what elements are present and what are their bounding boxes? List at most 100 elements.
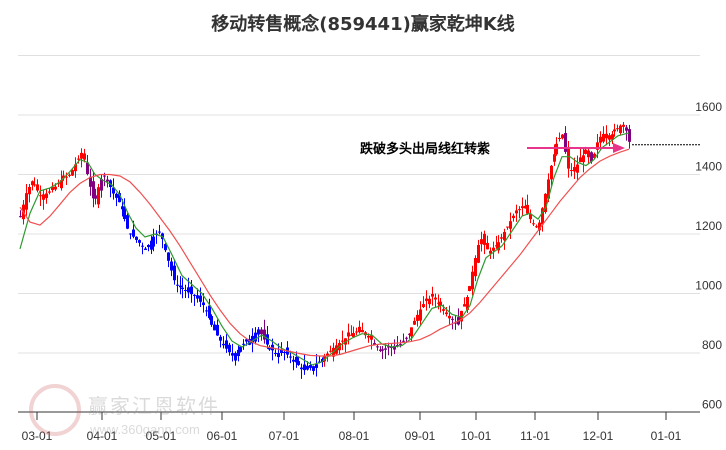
candle-body: [596, 142, 599, 150]
x-tick-label: 05-01: [146, 429, 177, 443]
candle-body: [297, 361, 300, 365]
candle-body: [77, 158, 80, 160]
candle-body: [260, 329, 263, 335]
candle-body: [500, 237, 503, 239]
candle-body: [150, 240, 153, 250]
watermark-seal-icon: [29, 384, 81, 436]
x-tick-label: 04-01: [87, 429, 118, 443]
candle-body: [94, 195, 97, 199]
candle-body: [474, 257, 477, 277]
candle-body: [106, 179, 109, 182]
candle-body: [254, 332, 257, 342]
watermark-text: 赢家江恩软件: [88, 394, 220, 418]
candle-body: [529, 214, 532, 220]
y-tick-label: 1400: [695, 160, 722, 174]
watermark-url: www.360gann.com: [90, 422, 200, 437]
candle-body: [599, 136, 602, 143]
candle-body: [550, 165, 553, 180]
candle-body: [489, 250, 492, 254]
candle-body: [486, 242, 489, 250]
candle-body: [561, 134, 564, 139]
candle-body: [300, 367, 303, 370]
candle-body: [538, 222, 541, 231]
candle-body: [512, 215, 515, 219]
candle-body: [176, 284, 179, 286]
candle-body: [361, 330, 364, 333]
candle-body: [625, 127, 628, 131]
candle-body: [205, 310, 208, 312]
candle-body: [283, 351, 286, 353]
x-tick-label: 08-01: [339, 429, 370, 443]
candle-body: [25, 193, 28, 210]
candle-body: [170, 261, 173, 271]
ma-long-line: [19, 148, 630, 357]
candle-body: [535, 226, 538, 228]
candle-body: [611, 134, 614, 140]
candle-body: [118, 193, 121, 203]
candle-body: [590, 152, 593, 162]
candle-body: [92, 181, 95, 199]
candle-body: [315, 364, 318, 368]
candle-body: [468, 286, 471, 292]
candle-body: [248, 338, 251, 345]
candle-body: [425, 298, 428, 301]
x-tick-label: 06-01: [207, 429, 238, 443]
candle-body: [222, 343, 225, 346]
candle-body: [608, 135, 611, 140]
candle-body: [57, 183, 60, 185]
candle-body: [268, 347, 271, 350]
candle-body: [71, 170, 74, 176]
x-tick-label: 11-01: [520, 429, 550, 443]
candle-body: [97, 187, 100, 205]
candle-body: [544, 193, 547, 213]
candle-body: [593, 153, 596, 158]
candle-body: [62, 175, 65, 179]
candle-body: [141, 245, 144, 247]
candle-body: [622, 124, 625, 127]
candle-body: [381, 349, 384, 351]
candle-body: [51, 186, 54, 191]
candle-body: [413, 320, 416, 325]
candle-body: [19, 216, 22, 218]
candle-body: [448, 315, 451, 319]
chart-title: 移动转售概念(859441)赢家乾坤K线: [211, 14, 515, 35]
candle-body: [352, 333, 355, 338]
candle-body: [266, 334, 269, 345]
candle-body: [251, 335, 254, 344]
candle-body: [613, 129, 616, 132]
candle-body: [532, 223, 535, 225]
candle-body: [179, 285, 182, 288]
candle-body: [80, 152, 83, 159]
candle-body: [123, 207, 126, 219]
candle-body: [173, 265, 176, 281]
candle-body: [306, 365, 309, 370]
candle-body: [193, 294, 196, 296]
candle-body: [605, 133, 608, 139]
candle-body: [33, 184, 36, 186]
candle-body: [399, 344, 402, 346]
candle-body: [547, 179, 550, 199]
candle-body: [416, 314, 419, 321]
candle-body: [202, 302, 205, 306]
candle-body: [558, 138, 561, 140]
candle-body: [347, 332, 350, 337]
candle-body: [492, 247, 495, 251]
candle-body: [225, 340, 228, 349]
candle-body: [410, 327, 413, 337]
candle-body: [312, 366, 315, 371]
arrow-head-icon: [613, 143, 625, 153]
candle-body: [431, 293, 434, 297]
candle-body: [135, 236, 138, 240]
candle-body: [321, 359, 324, 363]
candle-body: [495, 245, 498, 247]
candle-body: [521, 206, 524, 209]
candle-body: [370, 335, 373, 340]
candle-body: [350, 334, 353, 336]
candle-body: [158, 231, 161, 233]
candle-body: [245, 339, 248, 342]
candle-body: [582, 155, 585, 163]
candle-body: [121, 206, 124, 210]
candle-body: [115, 193, 118, 198]
candle-body: [234, 353, 237, 361]
candle-body: [393, 345, 396, 350]
